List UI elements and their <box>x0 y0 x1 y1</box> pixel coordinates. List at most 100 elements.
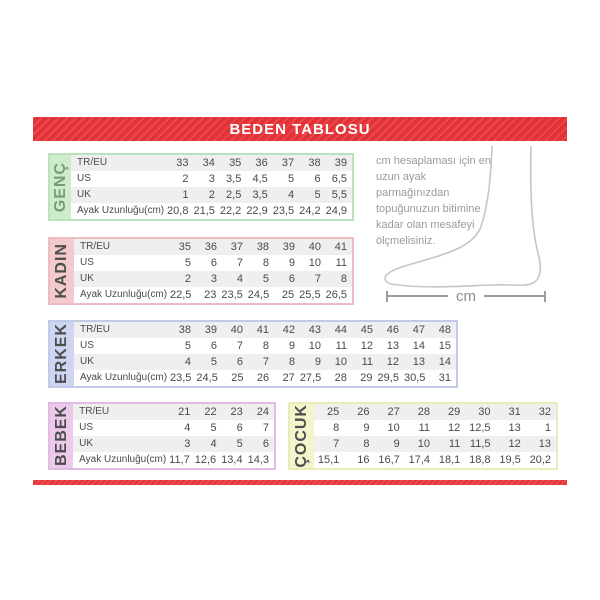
section-label-cell: ERKEK <box>50 322 74 386</box>
foot-outline-icon <box>384 145 542 288</box>
size-cell: 4,5 <box>252 173 268 185</box>
size-cell: 7 <box>314 273 321 285</box>
size-cell: 8 <box>363 438 370 450</box>
bottom-red-divider <box>33 480 567 485</box>
size-cell: 20,8 <box>167 205 189 217</box>
row-header: UK <box>80 273 94 284</box>
size-cell: 22,9 <box>246 205 268 217</box>
size-cell: 26,5 <box>325 289 348 301</box>
size-cell: 13 <box>386 340 399 352</box>
size-cell: 38 <box>308 157 321 169</box>
size-cell: 24,2 <box>299 205 321 217</box>
size-cell: 28 <box>334 372 347 384</box>
size-cell: 23,5 <box>170 372 192 384</box>
size-cell: 37 <box>230 241 243 253</box>
size-cell: 24,5 <box>196 372 218 384</box>
section-label: KADIN <box>53 243 70 299</box>
size-cell: 12 <box>508 438 521 450</box>
size-cell: 35 <box>178 241 191 253</box>
size-cell: 5 <box>184 340 191 352</box>
size-cell: 9 <box>314 356 321 368</box>
size-cell: 7 <box>236 340 243 352</box>
table-row: TR/EU 35 36 37 38 39 40 41 <box>74 239 352 255</box>
size-cell: 22,2 <box>219 205 242 217</box>
size-table: TR/EU 35 36 37 38 39 40 41 US 5 6 7 8 9 10 11 UK 2 3 4 5 6 7 8 A… <box>74 239 352 303</box>
size-table-genc: GENÇ TR/EU 33 34 35 36 37 38 39 US 2 3 3,5 4,5 5 6 6,5 U… <box>48 153 354 221</box>
size-cell: 7 <box>236 257 243 269</box>
size-cell: 6 <box>210 340 217 352</box>
table-row: US 5 6 7 8 9 10 11 <box>74 255 352 271</box>
size-cell: 11 <box>448 438 461 450</box>
row-header: TR/EU <box>79 406 110 417</box>
size-cell: 9 <box>363 422 370 434</box>
size-cell: 5,5 <box>331 189 347 201</box>
size-cell: 41 <box>256 324 269 336</box>
size-cell: 45 <box>360 324 373 336</box>
row-header: UK <box>77 189 91 200</box>
size-cell: 24,5 <box>247 289 270 301</box>
section-label-cell: GENÇ <box>50 155 72 219</box>
table-row: 7 8 9 10 11 11,5 12 13 <box>314 436 556 452</box>
size-cell: 7 <box>262 356 269 368</box>
size-cell: 16 <box>357 454 370 466</box>
size-cell: 22,5 <box>170 289 192 301</box>
size-cell: 42 <box>282 324 295 336</box>
size-cell: 3 <box>184 438 191 450</box>
row-header: US <box>77 173 91 184</box>
size-cell: 32 <box>538 406 551 418</box>
size-cell: 11,5 <box>469 438 491 450</box>
size-cell: 6 <box>236 422 243 434</box>
size-cell: 14 <box>412 340 425 352</box>
size-table: TR/EU 38 39 40 41 42 43 44 45 46 47 48 US 5 6 7 8 9 10 11 12… <box>74 322 456 386</box>
size-cell: 29 <box>448 406 461 418</box>
size-cell: 23 <box>204 289 217 301</box>
row-header: TR/EU <box>77 157 108 168</box>
size-cell: 30,5 <box>403 372 426 384</box>
table-row: 15,1 16 16,7 17,4 18,1 18,8 19,5 20,2 <box>314 452 556 468</box>
cm-measure-line: cm <box>386 288 546 305</box>
size-cell: 4 <box>184 356 191 368</box>
row-header: UK <box>79 438 94 449</box>
size-cell: 6 <box>236 356 243 368</box>
size-cell: 5 <box>288 173 295 185</box>
size-cell: 1 <box>182 189 189 201</box>
size-cell: 11,7 <box>169 454 190 466</box>
size-table-cocuk: ÇOCUK 25 26 27 28 29 30 31 32 8 9 10 11 12 12,5 13 1 7 8 9… <box>288 402 558 470</box>
size-cell: 27 <box>282 372 295 384</box>
table-row: US 2 3 3,5 4,5 5 6 6,5 <box>71 171 352 187</box>
section-label: BEBEK <box>52 405 70 467</box>
size-cell: 39 <box>334 157 347 169</box>
size-cell: 3,5 <box>252 189 268 201</box>
section-label-cell: BEBEK <box>50 404 74 468</box>
size-cell: 38 <box>256 241 269 253</box>
section-label: ÇOCUK <box>293 404 310 468</box>
size-cell: 2,5 <box>226 189 242 201</box>
size-cell: 5 <box>236 438 243 450</box>
size-cell: 22 <box>204 406 217 418</box>
size-cell: 16,7 <box>378 454 400 466</box>
row-header: Ayak Uzunluğu(cm) <box>79 454 167 465</box>
size-cell: 5 <box>210 422 217 434</box>
size-cell: 7 <box>333 438 340 450</box>
size-cell: 28 <box>417 406 430 418</box>
row-header: TR/EU <box>80 241 110 252</box>
row-header: UK <box>80 356 94 367</box>
size-cell: 8 <box>262 257 269 269</box>
row-header: Ayak Uzunluğu(cm) <box>80 372 168 383</box>
table-row: Ayak Uzunluğu(cm) 22,5 23 23,5 24,5 25 25,5 26,… <box>74 287 352 303</box>
title-banner: BEDEN TABLOSU <box>33 117 567 141</box>
size-cell: 39 <box>282 241 295 253</box>
size-cell: 12 <box>360 340 373 352</box>
size-cell: 39 <box>204 324 217 336</box>
size-cell: 5 <box>210 356 217 368</box>
size-cell: 41 <box>334 241 347 253</box>
size-cell: 10 <box>417 438 430 450</box>
size-cell: 48 <box>438 324 451 336</box>
size-cell: 5 <box>314 189 321 201</box>
size-cell: 13 <box>412 356 425 368</box>
size-cell: 2 <box>182 173 189 185</box>
size-cell: 21 <box>178 406 191 418</box>
size-cell: 40 <box>230 324 243 336</box>
size-cell: 6,5 <box>331 173 347 185</box>
row-header: Ayak Uzunluğu(cm) <box>80 289 168 300</box>
